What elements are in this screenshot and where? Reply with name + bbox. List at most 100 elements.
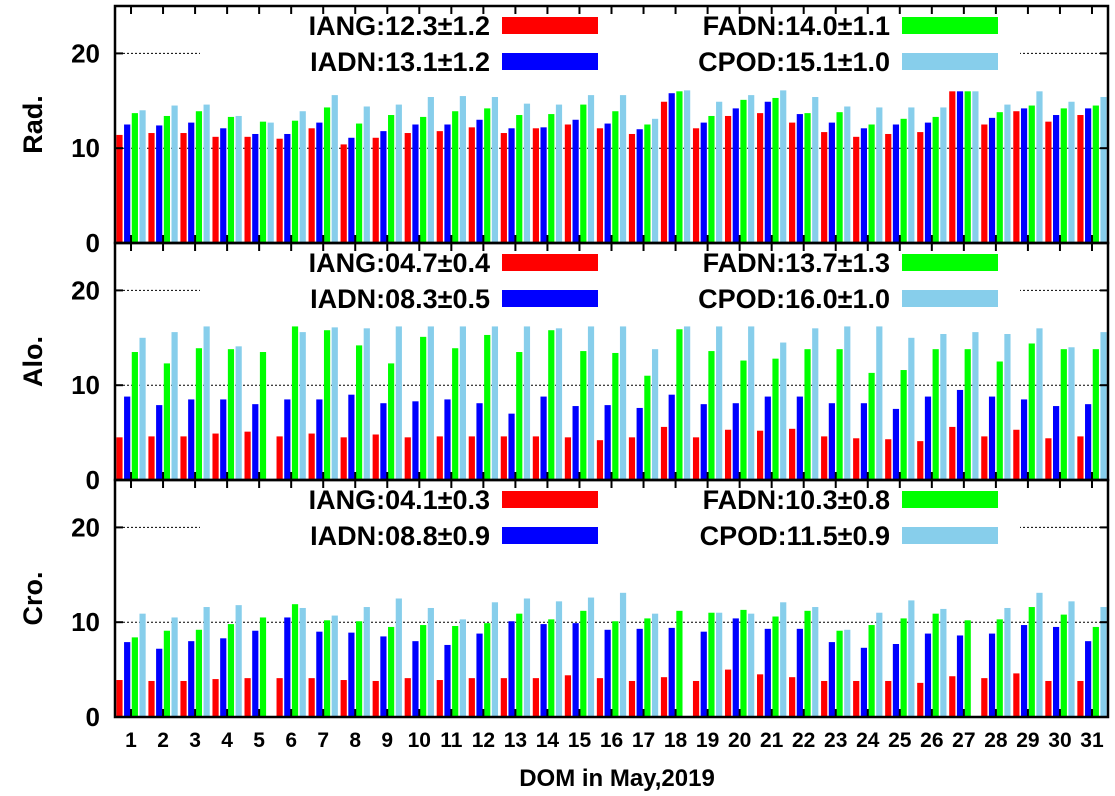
bar xyxy=(956,635,964,717)
bar xyxy=(932,116,939,243)
bar xyxy=(1028,105,1035,243)
bar xyxy=(227,624,235,717)
bar xyxy=(716,101,723,243)
bar xyxy=(180,436,187,480)
bar xyxy=(892,408,900,480)
x-tick-label: 8 xyxy=(349,729,361,752)
bar xyxy=(1028,607,1035,717)
bar xyxy=(587,597,595,717)
bar xyxy=(340,144,347,243)
bar xyxy=(139,337,146,480)
bar xyxy=(116,134,123,243)
bar xyxy=(532,678,539,717)
bar xyxy=(924,122,932,243)
x-tick-label: 26 xyxy=(920,729,943,752)
bar xyxy=(548,330,555,480)
bar xyxy=(420,116,427,243)
bar xyxy=(452,625,459,717)
bar xyxy=(764,396,771,480)
bar xyxy=(700,404,707,480)
bar xyxy=(900,618,907,717)
bar xyxy=(804,349,811,480)
y-tick-label: 0 xyxy=(86,228,100,258)
bar xyxy=(259,617,267,717)
bar xyxy=(892,644,900,717)
bar xyxy=(580,104,587,243)
bar xyxy=(844,326,851,480)
bar xyxy=(500,436,507,480)
bar xyxy=(444,399,451,480)
bar xyxy=(853,680,860,717)
x-tick-label: 12 xyxy=(472,729,495,752)
x-tick-label: 30 xyxy=(1048,729,1071,752)
bar xyxy=(388,626,395,717)
bar xyxy=(780,90,787,243)
bar xyxy=(1092,105,1099,243)
x-tick-label: 6 xyxy=(285,729,297,752)
bar xyxy=(651,613,659,717)
bar xyxy=(116,680,123,717)
bar xyxy=(924,633,932,717)
bar xyxy=(348,137,355,243)
bar xyxy=(917,132,924,243)
bar xyxy=(323,107,331,243)
bar xyxy=(821,680,828,717)
bar xyxy=(780,342,787,480)
bar xyxy=(284,133,291,243)
bar xyxy=(1077,115,1084,243)
bar xyxy=(619,95,627,243)
bar xyxy=(748,95,755,243)
bar xyxy=(244,136,251,243)
bar xyxy=(131,637,138,717)
bar xyxy=(171,332,178,480)
legend-label: IANG:04.7±0.4 xyxy=(309,248,490,278)
bar xyxy=(284,617,291,717)
bar xyxy=(532,128,539,243)
bar xyxy=(380,636,387,717)
bar xyxy=(908,600,915,717)
bar xyxy=(180,133,187,243)
bar xyxy=(1060,108,1067,243)
bar xyxy=(316,122,323,243)
bar xyxy=(676,610,683,717)
bar xyxy=(395,104,402,243)
bar xyxy=(732,618,739,717)
x-tick-label: 3 xyxy=(189,729,201,752)
x-tick-label: 15 xyxy=(568,729,592,752)
x-tick-label: 21 xyxy=(760,729,784,752)
bar xyxy=(844,629,851,717)
bar xyxy=(148,680,155,717)
bar xyxy=(796,396,803,480)
bar xyxy=(892,124,900,243)
bar xyxy=(724,429,732,480)
bar xyxy=(668,394,675,480)
y-axis-label: Alo. xyxy=(18,336,48,387)
bar xyxy=(235,115,242,243)
bar xyxy=(395,326,402,480)
bar xyxy=(1053,626,1060,717)
bar xyxy=(459,326,466,480)
bar xyxy=(772,358,779,480)
bar xyxy=(757,113,764,244)
bar xyxy=(660,101,668,243)
bar xyxy=(924,396,932,480)
bar xyxy=(1020,399,1028,480)
bar xyxy=(131,113,138,244)
bar xyxy=(235,346,242,480)
bar xyxy=(1053,115,1060,243)
bar xyxy=(692,680,700,717)
bar xyxy=(1036,91,1043,243)
bar xyxy=(1045,680,1052,717)
bar xyxy=(732,108,739,243)
bar xyxy=(323,620,331,717)
bar xyxy=(212,433,219,480)
bar xyxy=(604,405,611,480)
bar xyxy=(516,613,523,717)
bar xyxy=(772,97,779,244)
bar xyxy=(476,119,483,243)
bar xyxy=(148,133,155,243)
bar xyxy=(956,389,964,480)
x-tick-label: 19 xyxy=(696,729,719,752)
legend-label: FADN:14.0±1.1 xyxy=(703,11,890,41)
bar xyxy=(572,623,579,717)
